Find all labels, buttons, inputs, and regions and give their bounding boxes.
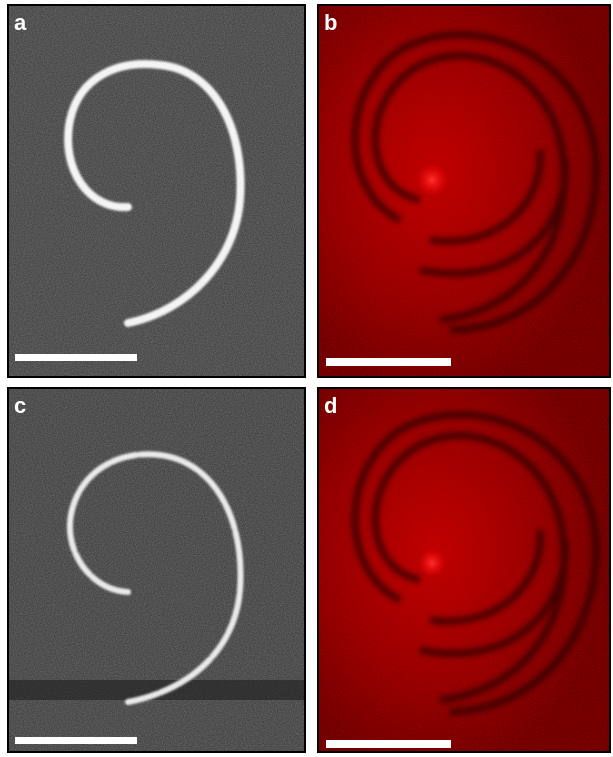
panel-c: c	[8, 388, 305, 752]
panel-d: d	[318, 388, 610, 752]
panel-a: a	[8, 5, 305, 377]
panel-b: b	[318, 5, 610, 377]
panel-label: c	[14, 393, 26, 418]
panel-label: a	[14, 10, 27, 35]
panel-label: b	[324, 10, 337, 35]
figure: a b c d	[0, 0, 613, 757]
panel-label: d	[324, 393, 337, 418]
